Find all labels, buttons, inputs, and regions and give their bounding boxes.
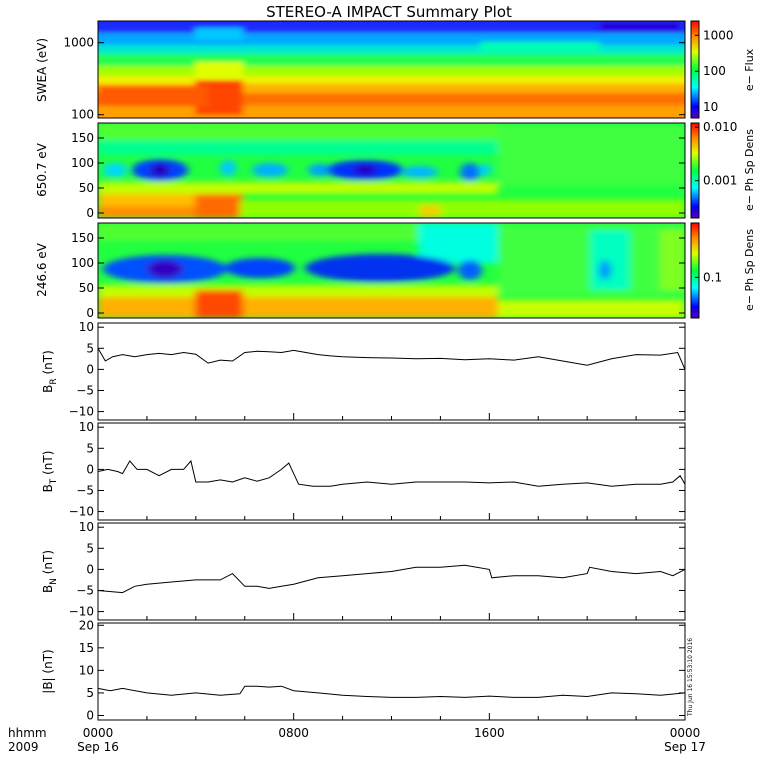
colorbar-tick-label: 100: [703, 64, 726, 78]
panel-ylabel: |B| (nT): [41, 649, 55, 693]
y-tick-label: −10: [69, 605, 94, 619]
magnetic-field-panels: −10 −5 0 5 10 BR (nT) −10 −5 0 5 10 BT (nT) −10 −5 0 5 1…: [41, 320, 686, 722]
y-tick-label: −10: [69, 505, 94, 519]
y-tick-label: 1000: [63, 36, 94, 50]
colorbar-tick-label: 1000: [703, 28, 734, 42]
panel-ylabel: BR (nT): [41, 350, 59, 393]
pad246-colorbar-ticks: 0.1: [695, 270, 722, 284]
swea-heatmap: [98, 21, 685, 118]
swea-spectrogram: 100 1000 SWEA (eV) 10 100 1000 e− Flux: [35, 20, 756, 122]
y-tick-label: 5: [86, 686, 94, 700]
colorbar-tick-label: 0.010: [703, 120, 737, 134]
y-tick-label: 5: [86, 441, 94, 455]
x-tick-label: 1600: [474, 726, 505, 740]
y-tick-label: 100: [71, 156, 94, 170]
series-line-br: [97, 348, 686, 370]
pad650-heatmap: [98, 123, 685, 218]
x-tick-label: 0800: [278, 726, 309, 740]
x-tick-label: 0000: [670, 726, 701, 740]
plot-title: STEREO-A IMPACT Summary Plot: [266, 3, 512, 21]
pad246-spectrogram: 0 50 100 150 246.6 eV 0.1 e− Ph Sp Dens: [35, 222, 756, 320]
panel-frame: [97, 622, 686, 721]
x-tick-label: 0000: [83, 726, 114, 740]
generation-timestamp: Thu Jun 16 15:53:10 2016: [687, 638, 694, 717]
x-tick-date-label: Sep 16: [77, 740, 119, 754]
y-tick-label: −5: [76, 583, 94, 597]
panel-bt: −10 −5 0 5 10 BT (nT): [41, 420, 686, 521]
series-line-bn: [97, 564, 686, 594]
y-tick-label: 15: [79, 641, 94, 655]
swea-ylabel: SWEA (eV): [35, 38, 49, 102]
y-tick-label: 0: [86, 206, 94, 220]
y-tick-label: 0: [86, 462, 94, 476]
time-axis-row1-label: hhmm: [8, 726, 47, 740]
y-tick-label: −5: [76, 483, 94, 497]
colorbar-tick-label: 0.1: [703, 270, 722, 284]
panel-bn: −10 −5 0 5 10 BN (nT): [41, 520, 686, 621]
series-line-bt: [97, 459, 686, 487]
swea-y-ticks: 100 1000: [63, 36, 685, 122]
y-tick-label: 0: [86, 306, 94, 320]
pad650-ylabel: 650.7 eV: [35, 142, 49, 197]
y-tick-label: 0: [86, 562, 94, 576]
pad650-y-ticks: 0 50 100 150: [71, 131, 685, 220]
pad650-spectrogram: 0 50 100 150 650.7 eV 0.001 0.010 e− Ph Sp D…: [35, 120, 756, 220]
panel-frame: [97, 422, 686, 521]
swea-colorbar: [690, 20, 700, 119]
pad650-frame: [97, 122, 686, 219]
pad650-colorbar-label: e− Ph Sp Dens: [743, 129, 756, 211]
y-tick-label: 100: [71, 108, 94, 122]
pad246-ylabel: 246.6 eV: [35, 242, 49, 297]
colorbar-tick-label: 0.001: [703, 174, 737, 188]
y-tick-label: 10: [79, 420, 94, 434]
panel-ylabel: BN (nT): [41, 550, 59, 593]
panel-br: −10 −5 0 5 10 BR (nT): [41, 320, 686, 421]
pad246-colorbar-label: e− Ph Sp Dens: [743, 229, 756, 311]
y-tick-label: 10: [79, 320, 94, 334]
series-line-bmag: [97, 685, 686, 698]
x-tick-date-label: Sep 17: [664, 740, 706, 754]
y-tick-label: 50: [79, 181, 94, 195]
time-axis-row2-label: 2009: [8, 740, 39, 754]
pad650-colorbar-ticks: 0.001 0.010: [695, 120, 737, 188]
y-tick-label: 10: [79, 520, 94, 534]
swea-colorbar-ticks: 10 100 1000: [695, 28, 734, 114]
y-tick-label: 20: [79, 618, 94, 632]
panel-frame: [97, 322, 686, 421]
y-tick-label: −5: [76, 383, 94, 397]
y-tick-label: −10: [69, 405, 94, 419]
pad246-heatmap: [98, 223, 685, 318]
y-tick-label: 5: [86, 541, 94, 555]
y-tick-label: 0: [86, 362, 94, 376]
y-tick-label: 100: [71, 256, 94, 270]
y-tick-label: 10: [79, 663, 94, 677]
pad650-colorbar: [690, 122, 700, 219]
y-tick-label: 5: [86, 341, 94, 355]
pad246-frame: [97, 222, 686, 319]
panel-ylabel: BT (nT): [41, 451, 59, 493]
y-tick-label: 50: [79, 281, 94, 295]
pad246-y-ticks: 0 50 100 150: [71, 231, 685, 320]
colorbar-tick-label: 10: [703, 100, 718, 114]
y-tick-label: 0: [86, 708, 94, 722]
y-tick-label: 150: [71, 231, 94, 245]
y-tick-label: 150: [71, 131, 94, 145]
swea-frame: [97, 20, 686, 119]
swea-colorbar-label: e− Flux: [743, 48, 756, 91]
panel-bmag: 0 5 10 15 20 |B| (nT): [41, 618, 686, 722]
pad246-colorbar: [690, 222, 700, 319]
